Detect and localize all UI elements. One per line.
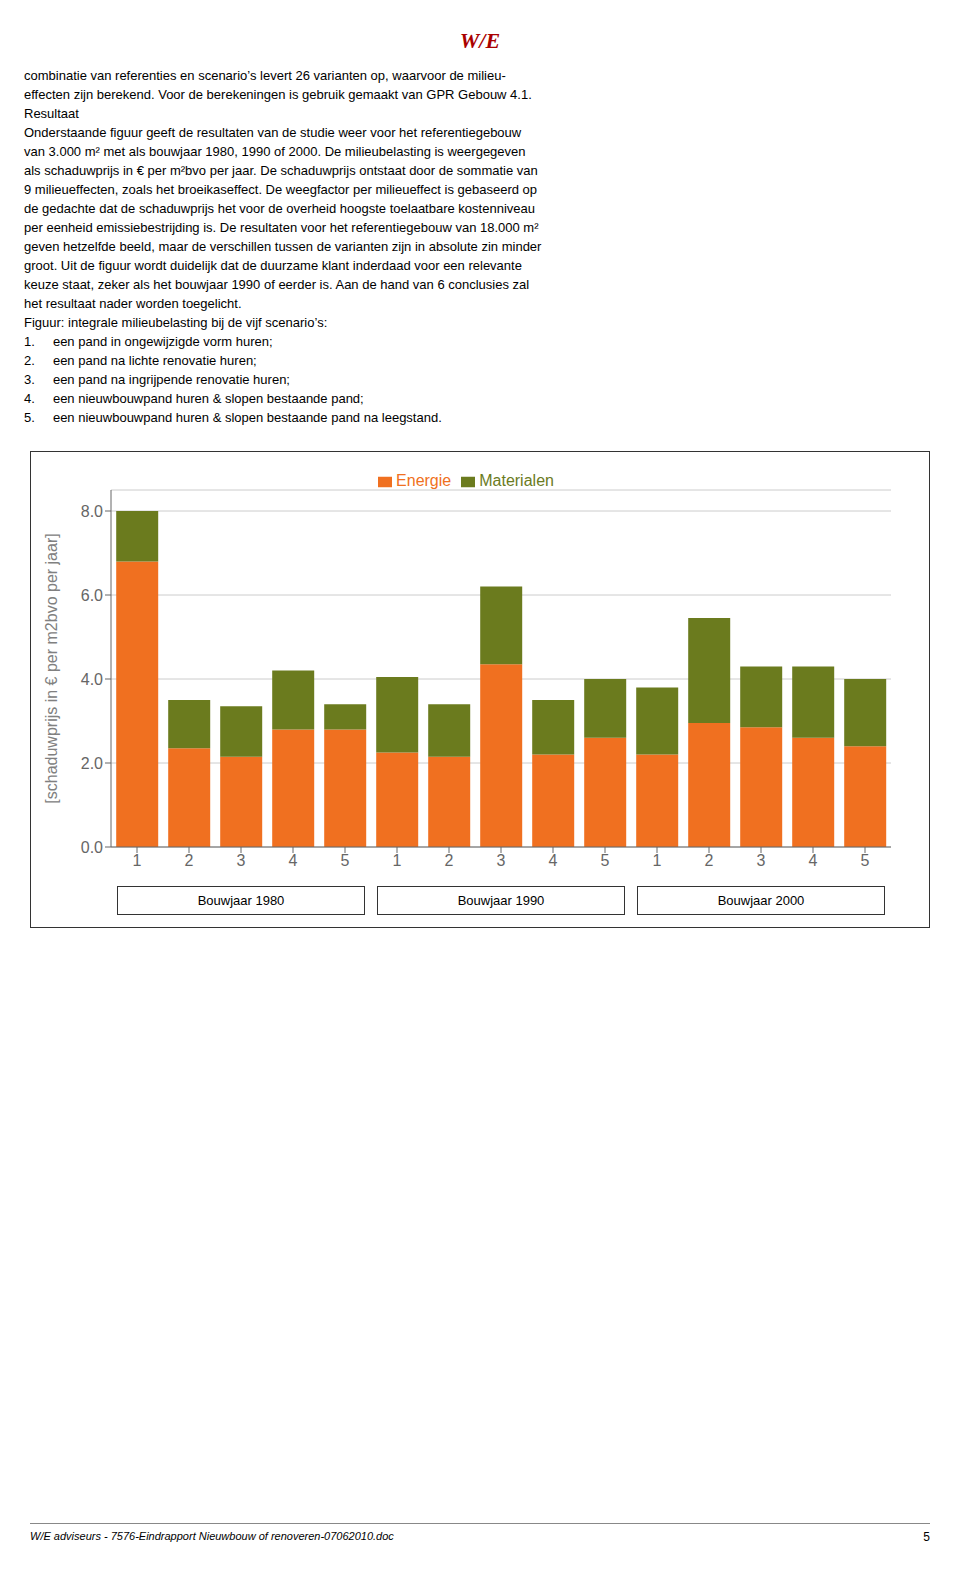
html-text:Resultaat: Resultaat xyxy=(24,106,79,121)
svg-text:4.0: 4.0 xyxy=(81,671,103,688)
html-text:geven hetzelfde beeld, maar de: geven hetzelfde beeld, maar de verschill… xyxy=(24,239,542,254)
svg-text:1: 1 xyxy=(133,852,142,869)
svg-text:3: 3 xyxy=(237,852,246,869)
svg-text:5: 5 xyxy=(341,852,350,869)
html-text:2. een pand na lichte renovati: 2. een pand na lichte renovatie huren; xyxy=(24,353,257,368)
html-text:effecten zijn berekend. Voor d: effecten zijn berekend. Voor de berekeni… xyxy=(24,87,532,102)
html-text:Bouwjaar 2000: Bouwjaar 2000 xyxy=(717,893,805,908)
svg-text:5: 5 xyxy=(861,852,870,869)
html-text:Onderstaande figuur geeft de r: Onderstaande figuur geeft de resultaten … xyxy=(24,125,522,140)
html-text:keuze staat, zeker als het bou: keuze staat, zeker als het bouwjaar 1990… xyxy=(24,277,530,292)
html-text:9 milieueffecten, zoals het br: 9 milieueffecten, zoals het broeikaseffe… xyxy=(24,182,538,197)
svg-text:2.0: 2.0 xyxy=(81,755,103,772)
svg-text:3: 3 xyxy=(497,852,506,869)
html-text:combinatie van referenties en: combinatie van referenties en scenario’s… xyxy=(24,68,506,83)
html-text:3. een pand na ingrijpende ren: 3. een pand na ingrijpende renovatie hur… xyxy=(24,372,290,387)
html-text:5. een nieuwbouwpand huren & s: 5. een nieuwbouwpand huren & slopen best… xyxy=(24,410,442,425)
html-text:Energie: Energie xyxy=(396,472,452,489)
svg-text:0.0: 0.0 xyxy=(81,839,103,856)
html-text:het resultaat nader worden toe: het resultaat nader worden toegelicht. xyxy=(24,296,242,311)
svg-text:5: 5 xyxy=(601,852,610,869)
html-text:Bouwjaar 1980: Bouwjaar 1980 xyxy=(197,893,285,908)
svg-text:6.0: 6.0 xyxy=(81,587,103,604)
svg-text:8.0: 8.0 xyxy=(81,503,103,520)
svg-text:1: 1 xyxy=(653,852,662,869)
svg-text:1: 1 xyxy=(393,852,402,869)
html-text:W/E adviseurs - 7576-Eindrappo: W/E adviseurs - 7576-Eindrapport Nieuwbo… xyxy=(30,1530,394,1542)
svg-text:2: 2 xyxy=(185,852,194,869)
svg-text:2: 2 xyxy=(445,852,454,869)
svg-text:3: 3 xyxy=(757,852,766,869)
html-text:per eenheid emissiebestrijding: per eenheid emissiebestrijding is. De re… xyxy=(24,220,539,235)
html-text:als schaduwprijs in € per m²bv: als schaduwprijs in € per m²bvo per jaar… xyxy=(24,163,538,178)
svg-text:4: 4 xyxy=(809,852,818,869)
html-text:Bouwjaar 1990: Bouwjaar 1990 xyxy=(457,893,545,908)
html-text:van 3.000 m² met als bouwjaar: van 3.000 m² met als bouwjaar 1980, 1990… xyxy=(24,144,526,159)
html-text:de gedachte dat de schaduwprij: de gedachte dat de schaduwprijs het voor… xyxy=(24,201,535,216)
svg-text:4: 4 xyxy=(549,852,558,869)
html-text:5: 5 xyxy=(923,1530,930,1544)
html-text:1. een pand in ongewijzigde vo: 1. een pand in ongewijzigde vorm huren; xyxy=(24,334,273,349)
svg-text:2: 2 xyxy=(705,852,714,869)
html-text:Materialen: Materialen xyxy=(479,472,554,489)
html-text:W/E: W/E xyxy=(459,28,501,53)
html-text:Figuur: integrale milieubelast: Figuur: integrale milieubelasting bij de… xyxy=(24,315,328,330)
svg-text:4: 4 xyxy=(289,852,298,869)
svg-text:[schaduwprijs in € per m2bvo p: [schaduwprijs in € per m2bvo per jaar] xyxy=(43,533,60,803)
html-text:4. een nieuwbouwpand huren & s: 4. een nieuwbouwpand huren & slopen best… xyxy=(24,391,364,406)
html-text:groot. Uit de figuur wordt dui: groot. Uit de figuur wordt duidelijk dat… xyxy=(24,258,522,273)
